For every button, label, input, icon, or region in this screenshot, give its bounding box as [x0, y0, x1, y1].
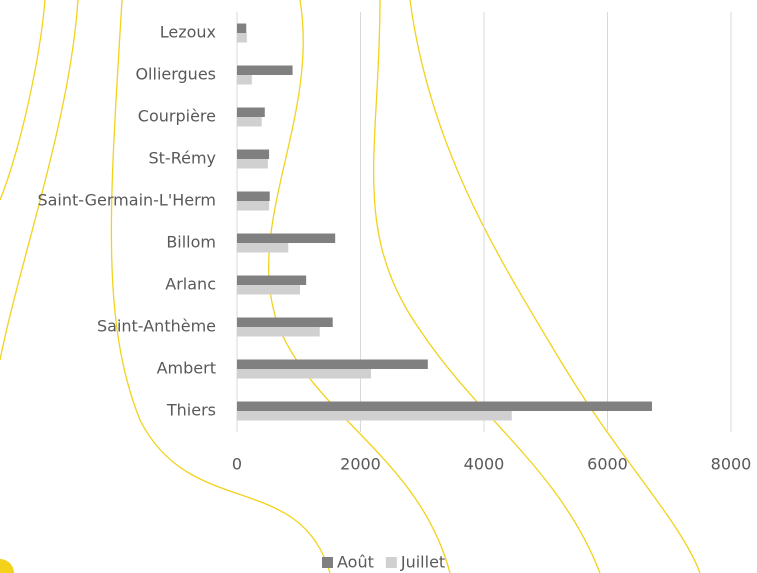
legend-label: Août — [337, 553, 374, 572]
y-tick-label: Thiers — [166, 401, 216, 420]
y-tick-label: Arlanc — [165, 275, 216, 294]
bar — [237, 275, 307, 285]
bar — [237, 159, 268, 169]
logo-fragment — [0, 559, 14, 573]
x-tick-label: 0 — [232, 455, 242, 474]
bar — [237, 33, 247, 43]
y-tick-label: Billom — [166, 233, 216, 252]
bar — [237, 285, 300, 295]
bar — [237, 401, 652, 411]
bar — [237, 65, 293, 75]
x-tick-label: 6000 — [587, 455, 628, 474]
bar — [237, 369, 371, 379]
bar — [237, 233, 336, 243]
x-tick-label: 8000 — [711, 455, 752, 474]
bar — [237, 107, 265, 117]
y-tick-label: Saint-Anthème — [97, 317, 216, 336]
bar — [237, 117, 262, 127]
y-tick-label: Saint-Germain-L'Herm — [37, 191, 216, 210]
plot-area: 0 2000 4000 6000 8000 Lezoux Olliergues Courpiè… — [37, 12, 751, 572]
y-tick-label: Lezoux — [160, 23, 216, 42]
bar — [237, 75, 252, 85]
legend-swatch — [385, 557, 397, 568]
bar — [237, 411, 512, 421]
bar — [237, 359, 428, 369]
y-tick-label: Ambert — [157, 359, 216, 378]
legend-swatch — [322, 557, 333, 568]
bar — [237, 327, 320, 337]
bar — [237, 191, 270, 201]
bar — [237, 23, 247, 33]
bar — [237, 243, 289, 253]
bar — [237, 201, 270, 211]
y-tick-label: Courpière — [138, 107, 216, 126]
bar — [237, 149, 270, 159]
legend-label: Juillet — [400, 553, 445, 572]
y-tick-label: St-Rémy — [149, 149, 217, 168]
decoration — [0, 0, 701, 573]
y-tick-label: Olliergues — [135, 65, 216, 84]
x-tick-label: 4000 — [464, 455, 505, 474]
bar — [237, 317, 333, 327]
x-tick-label: 2000 — [340, 455, 381, 474]
